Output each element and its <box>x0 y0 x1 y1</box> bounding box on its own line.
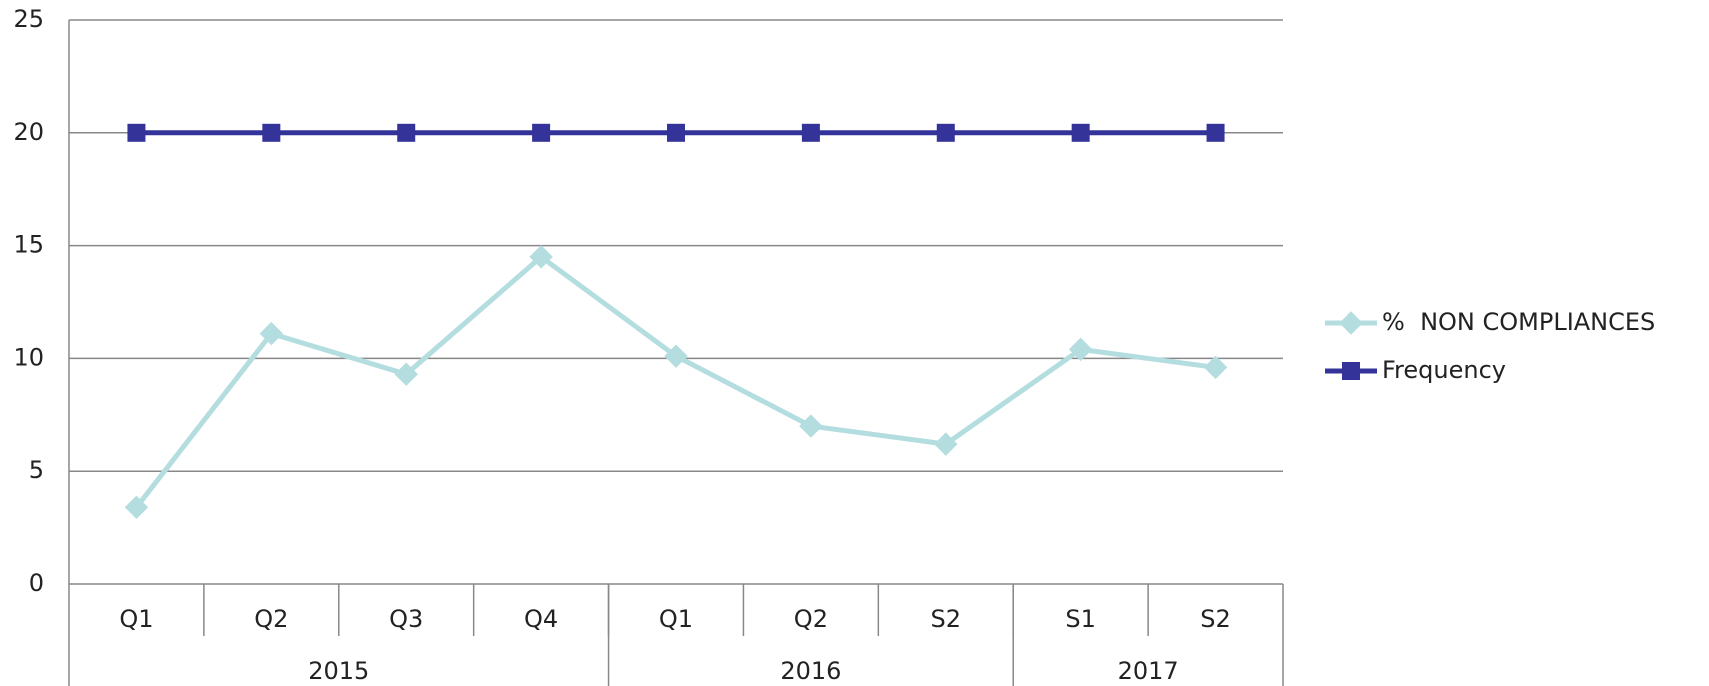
group-label: 2017 <box>1118 657 1179 685</box>
y-tick-label: 0 <box>29 569 44 597</box>
legend-label: % NON COMPLIANCES <box>1382 308 1655 336</box>
data-point <box>1203 355 1228 380</box>
y-tick-label: 20 <box>13 118 44 146</box>
legend-label: Frequency <box>1382 356 1506 384</box>
x-tick-label: S2 <box>931 605 962 633</box>
data-point <box>1071 123 1090 142</box>
data-point <box>801 123 820 142</box>
data-point <box>532 123 551 142</box>
data-point <box>262 123 281 142</box>
x-tick-label: S2 <box>1200 605 1231 633</box>
data-point <box>124 495 149 519</box>
x-tick-label: Q1 <box>659 605 693 633</box>
legend-marker <box>1339 311 1363 335</box>
data-point <box>936 123 955 142</box>
data-point <box>799 414 823 438</box>
group-label: 2016 <box>780 657 841 685</box>
y-tick-label: 25 <box>13 5 44 33</box>
y-tick-label: 5 <box>29 456 44 484</box>
x-tick-label: Q2 <box>254 605 288 633</box>
x-tick-label: S1 <box>1065 605 1096 633</box>
series-line <box>134 253 1216 509</box>
data-point <box>127 123 146 142</box>
x-tick-label: Q1 <box>119 605 153 633</box>
y-tick-label: 10 <box>13 343 44 371</box>
group-label: 2015 <box>308 657 369 685</box>
data-point <box>667 123 685 142</box>
legend-marker <box>1342 362 1360 380</box>
x-tick-label: Q4 <box>524 605 558 633</box>
data-point <box>664 344 688 368</box>
data-point <box>1068 337 1093 362</box>
data-point <box>259 321 284 346</box>
y-tick-label: 15 <box>13 231 44 259</box>
data-point <box>397 123 416 142</box>
data-point <box>529 245 553 269</box>
data-point <box>934 432 958 456</box>
x-tick-label: Q3 <box>389 605 423 633</box>
x-tick-label: Q2 <box>794 605 828 633</box>
data-point <box>394 362 418 386</box>
data-point <box>1206 123 1225 142</box>
